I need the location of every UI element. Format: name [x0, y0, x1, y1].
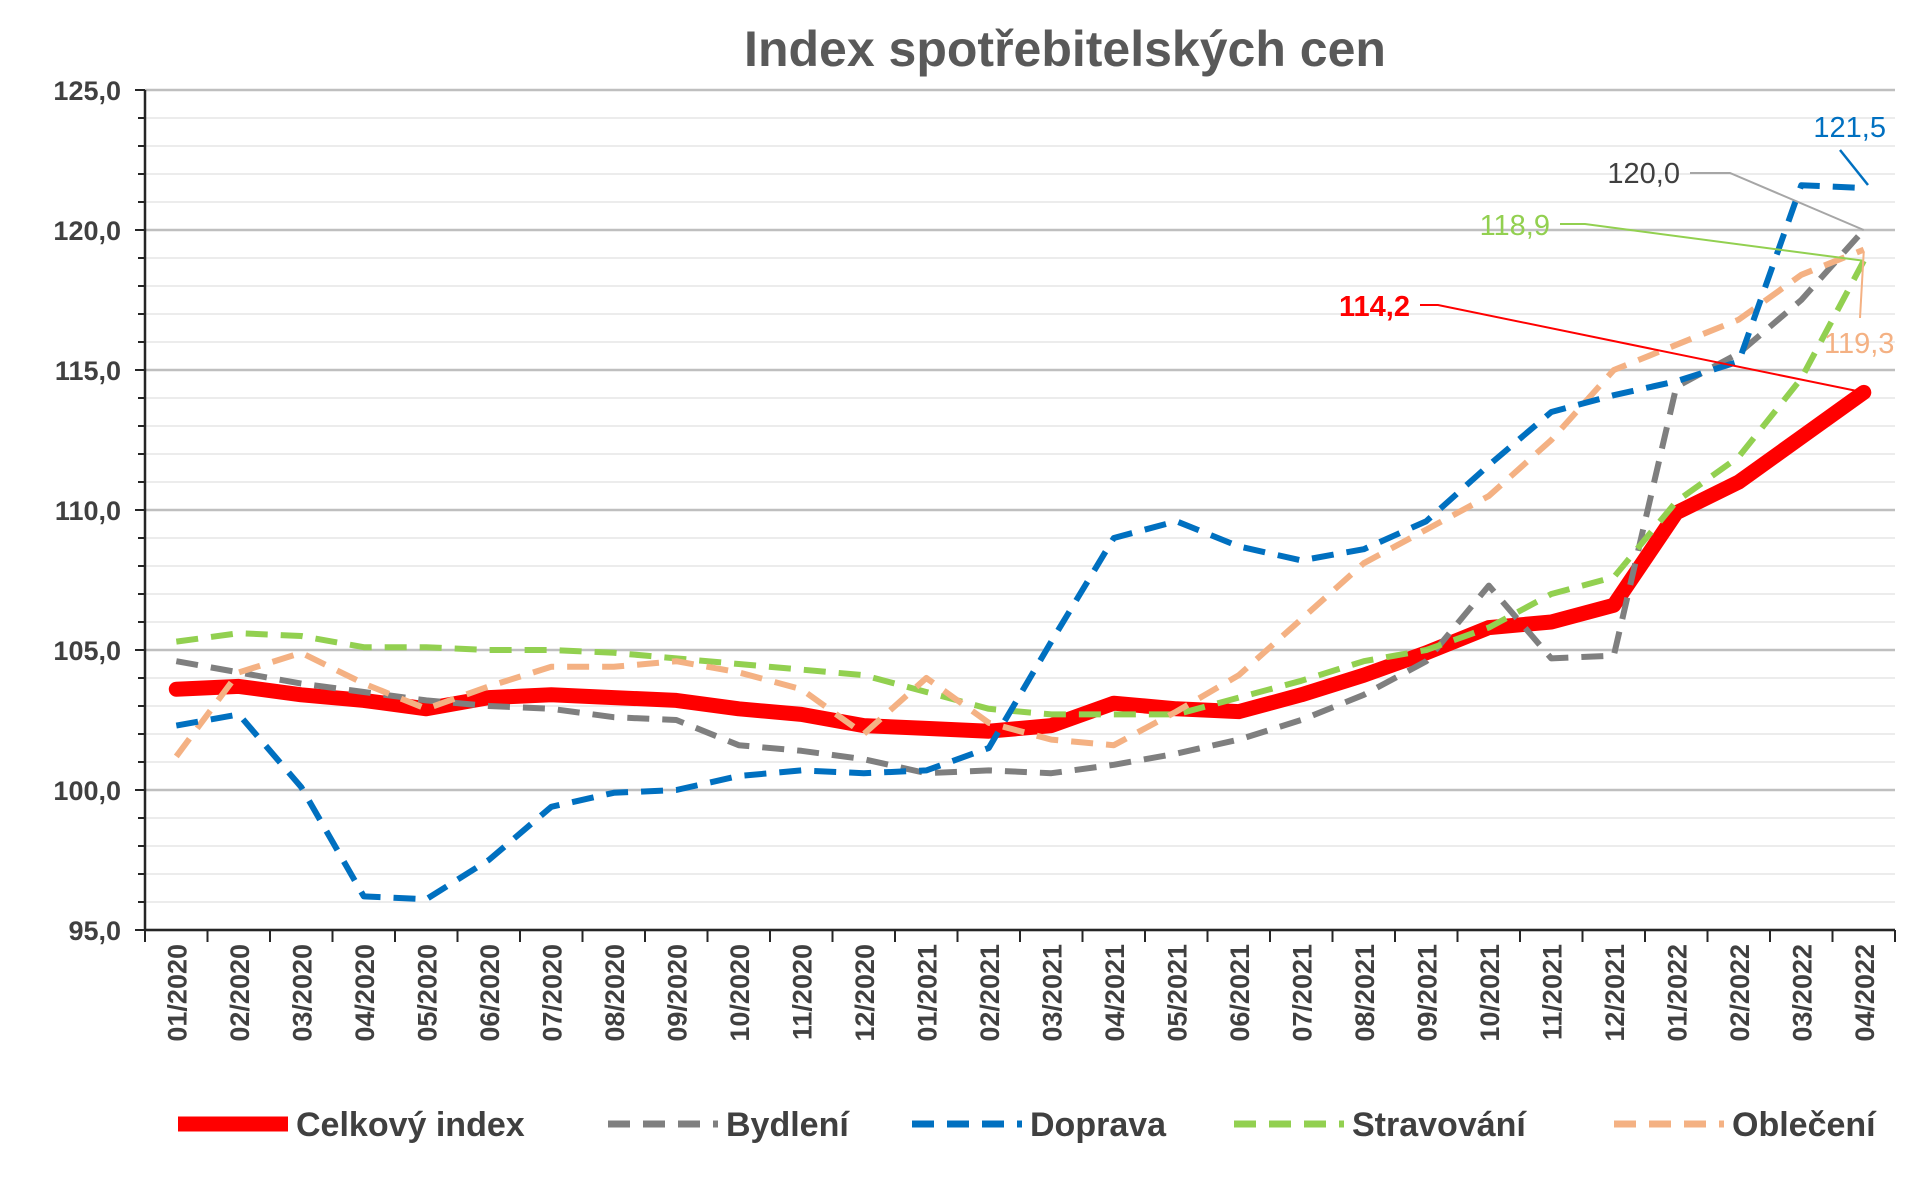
x-tick-label: 10/2021: [1475, 944, 1505, 1042]
callout-leader-celkovy-index: [1420, 304, 1864, 394]
x-tick-label: 02/2021: [975, 944, 1005, 1042]
callout-label-doprava: 121,5: [1813, 112, 1886, 144]
series-line-celkovy-index: [168, 384, 1872, 739]
series-line-stravovani: [175, 259, 1867, 718]
x-tick-label: 03/2021: [1037, 944, 1067, 1042]
x-tick-label: 04/2022: [1850, 944, 1880, 1042]
callout-leader-bydleni: [1690, 172, 1865, 231]
series-line-bydleni: [175, 228, 1867, 777]
series-line-obleceni: [173, 246, 1865, 759]
x-tick-label: 07/2020: [537, 944, 567, 1042]
legend-label-celkovy-index: Celkový index: [296, 1106, 525, 1144]
callout-label-celkovy-index: 114,2: [1339, 291, 1410, 323]
callout-label-stravovani: 118,9: [1480, 210, 1550, 242]
series-lines: [168, 182, 1872, 903]
x-tick-label: 01/2022: [1662, 944, 1692, 1042]
chart-title: Index spotřebitelských cen: [744, 21, 1386, 77]
x-tick-label: 06/2020: [475, 944, 505, 1042]
x-tick-label: 09/2021: [1412, 944, 1442, 1042]
x-tick-label: 09/2020: [662, 944, 692, 1042]
x-axis-ticks: 01/2020 02/2020 03/2020 04/2020 05/2020 06/20…: [162, 944, 1880, 1042]
x-tick-label: 03/2022: [1787, 944, 1817, 1042]
x-tick-label: 11/2021: [1537, 944, 1567, 1040]
legend-label-bydleni: Bydlení: [726, 1106, 850, 1144]
x-tick-label: 02/2020: [225, 944, 255, 1042]
y-tick-label: 100,0: [53, 776, 121, 806]
legend: Celkový index Bydlení Doprava Stravování Obl…: [178, 1106, 1877, 1144]
y-tick-label: 105,0: [53, 636, 121, 666]
callout-leader-obleceni: [1859, 251, 1865, 319]
x-tick-label: 10/2020: [725, 944, 755, 1042]
axes: [135, 89, 1896, 942]
callout-label-bydleni: 120,0: [1607, 158, 1680, 190]
x-tick-label: 11/2020: [787, 944, 817, 1040]
callouts: 121,5 120,0 118,9 114,2 119,3: [1339, 112, 1894, 394]
x-tick-label: 12/2021: [1600, 944, 1630, 1042]
x-tick-label: 01/2021: [912, 944, 942, 1042]
y-tick-label: 120,0: [53, 216, 121, 246]
x-tick-label: 08/2021: [1350, 944, 1380, 1042]
callout-leader-stravovani: [1560, 223, 1864, 262]
x-tick-label: 02/2022: [1725, 944, 1755, 1042]
x-tick-label: 04/2021: [1100, 944, 1130, 1042]
y-tick-label: 95,0: [68, 916, 121, 946]
gridlines: [145, 88, 1895, 932]
legend-label-stravovani: Stravování: [1352, 1106, 1527, 1144]
callout-label-obleceni: 119,3: [1824, 328, 1894, 360]
x-tick-label: 01/2020: [162, 944, 192, 1042]
x-tick-label: 07/2021: [1287, 944, 1317, 1042]
y-tick-label: 125,0: [53, 76, 121, 106]
x-tick-label: 04/2020: [350, 944, 380, 1042]
y-axis-ticks: 95,0 100,0 105,0 110,0 115,0 120,0 125,0: [53, 76, 121, 946]
y-tick-label: 115,0: [55, 356, 121, 386]
x-tick-label: 12/2020: [850, 944, 880, 1042]
legend-label-doprava: Doprava: [1030, 1106, 1167, 1144]
x-tick-label: 05/2020: [412, 944, 442, 1042]
x-tick-label: 08/2020: [600, 944, 630, 1042]
y-tick-label: 110,0: [55, 496, 121, 526]
x-tick-label: 03/2020: [287, 944, 317, 1042]
callout-leader-doprava: [1839, 149, 1869, 186]
x-tick-label: 05/2021: [1162, 944, 1192, 1042]
series-line-doprava: [175, 182, 1864, 903]
x-tick-label: 06/2021: [1225, 944, 1255, 1042]
legend-label-obleceni: Oblečení: [1732, 1106, 1877, 1144]
